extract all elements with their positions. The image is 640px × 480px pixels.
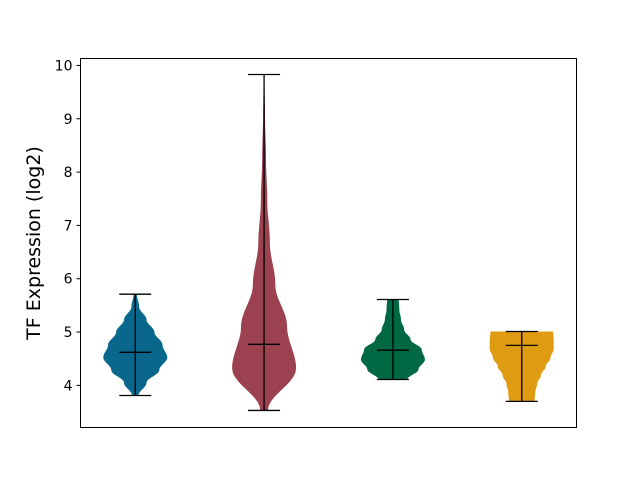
y-axis-label: TF Expression (log2) — [23, 146, 45, 341]
y-tick-label: 6 — [64, 272, 73, 288]
y-tick-label: 7 — [64, 218, 73, 234]
y-tick-label: 5 — [64, 325, 73, 341]
violins — [103, 73, 554, 412]
y-tick-label: 9 — [64, 112, 73, 128]
y-tick-label: 4 — [64, 378, 73, 394]
plot-frame — [80, 58, 577, 428]
y-axis: 4 5 6 7 8 9 10 — [55, 58, 81, 394]
y-tick-label: 10 — [55, 58, 73, 74]
y-tick-label: 8 — [64, 165, 73, 181]
